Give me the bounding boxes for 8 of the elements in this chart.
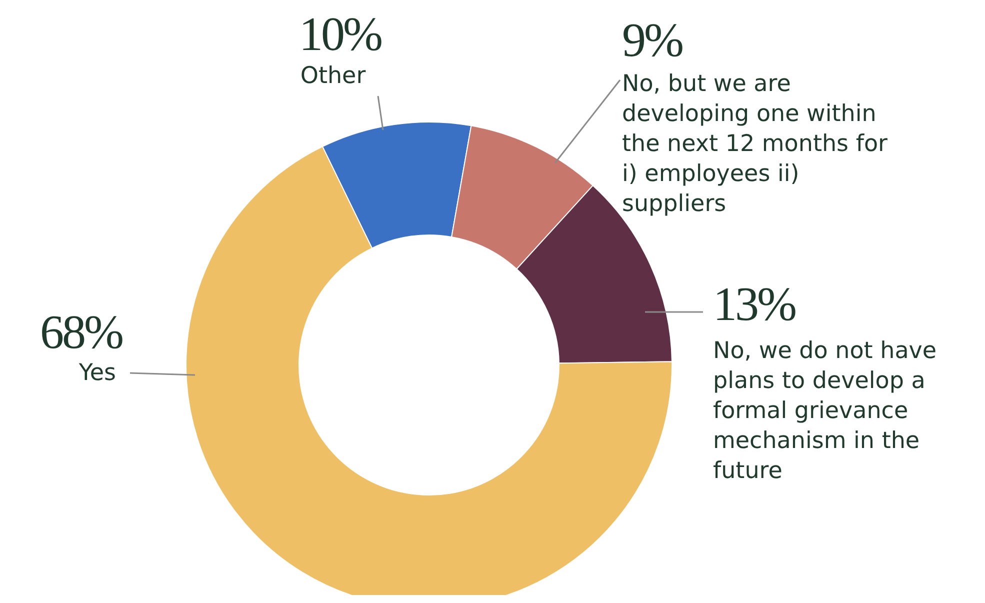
data-label: 10% <box>299 8 382 61</box>
slice-label: No, but we are developing one within the next 12 months for i) employees ii) suppliers <box>622 71 888 217</box>
data-label: 9% <box>622 14 683 67</box>
data-label: 68% <box>40 306 124 359</box>
data-label: 13% <box>713 278 796 331</box>
slice-label: Other <box>300 63 366 89</box>
slice-label: No, we do not have plans to develop a formal grievance mechanism in the future <box>713 338 937 484</box>
slice-label: Yes <box>78 360 116 386</box>
